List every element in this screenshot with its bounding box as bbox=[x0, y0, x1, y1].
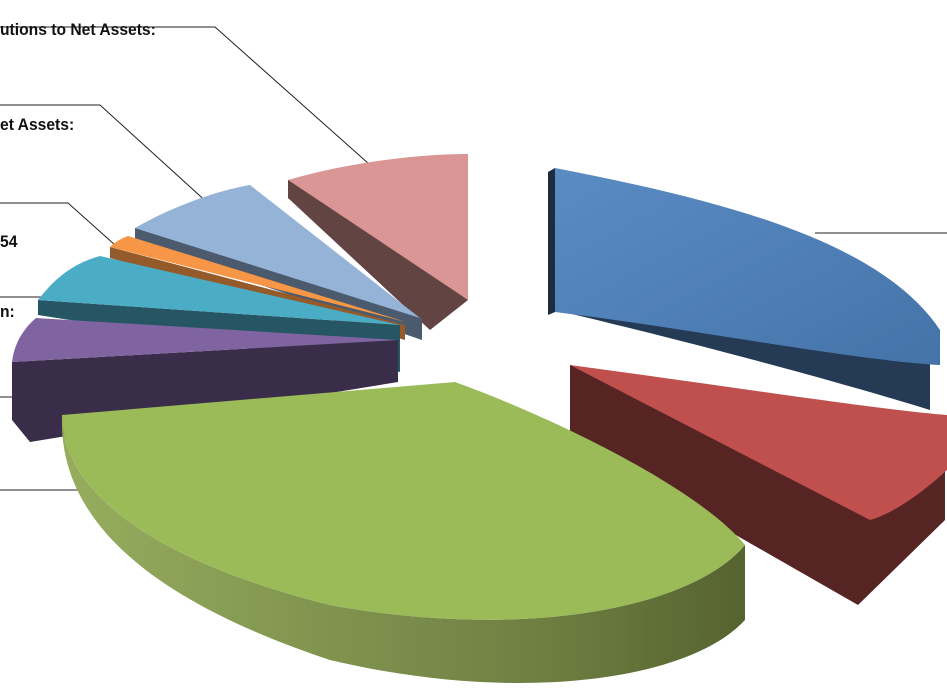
slice-label-n: n: bbox=[0, 302, 15, 321]
slice-label-value: 54 bbox=[0, 232, 18, 251]
pie-slices bbox=[12, 154, 947, 684]
slice-label-net-assets: et Assets: bbox=[0, 115, 75, 134]
slice-blue bbox=[555, 168, 940, 365]
leader-line-value bbox=[0, 202, 116, 246]
slice-pink bbox=[288, 154, 468, 300]
slice-purple bbox=[12, 318, 398, 362]
slice-orange bbox=[110, 236, 406, 322]
slice-teal bbox=[38, 256, 400, 325]
slice-label-contributions: utions to Net Assets: bbox=[0, 20, 156, 39]
slice-side-green bbox=[61, 415, 745, 684]
slice-lightblue bbox=[135, 185, 420, 318]
slice-red bbox=[570, 365, 947, 520]
slice-edge-pink bbox=[288, 180, 468, 330]
leader-line-net-assets bbox=[0, 104, 211, 206]
slice-edge-blue bbox=[548, 168, 555, 315]
leader-lines bbox=[0, 26, 947, 491]
slice-green bbox=[62, 382, 745, 620]
leader-line-contributions bbox=[0, 26, 379, 173]
